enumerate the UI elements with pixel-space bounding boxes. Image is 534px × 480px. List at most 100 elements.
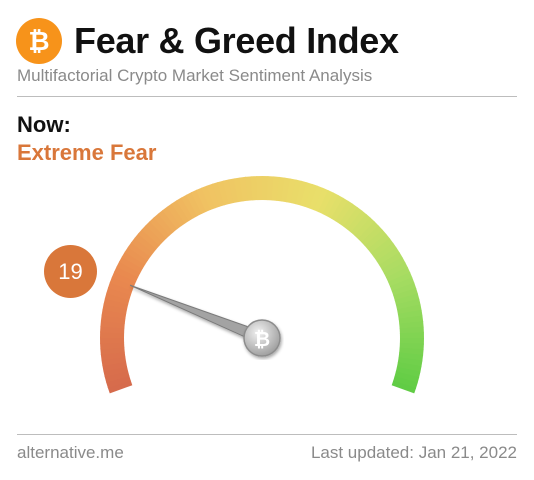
gauge-arc-segment [386, 266, 411, 283]
gauge-arc-segment [162, 206, 182, 230]
bitcoin-icon: ₿ [16, 18, 62, 64]
gauge-arc-segment [176, 197, 194, 221]
gauge-arc-segment [106, 375, 131, 389]
bitcoin-icon: ₿ [254, 327, 270, 351]
gauge-arc-segment [397, 357, 423, 367]
gauge-arc-segment [103, 297, 129, 310]
gauge-arc-segment [396, 304, 422, 315]
page-subtitle: Multifactorial Crypto Market Sentiment A… [17, 66, 373, 85]
gauge-arc-segment [300, 182, 313, 207]
gauge-arc-segment [166, 203, 186, 227]
gauge-arc-segment [396, 361, 422, 373]
gauge-arc-segment [354, 217, 376, 240]
gauge-arc-segment [137, 228, 160, 250]
gauge-arc-segment [196, 187, 211, 212]
gauge-arc-segment [145, 220, 167, 243]
gauge-arc-segment [106, 287, 131, 300]
gauge-arc-segment [393, 376, 418, 389]
gauge-arc-segment [357, 221, 380, 243]
gauge-arc-segment [295, 180, 308, 206]
gauge-arc-segment [394, 371, 420, 384]
gauge-arc-segment [367, 233, 391, 254]
gauge-arc-segment [370, 238, 394, 258]
now-label: Now: [17, 112, 71, 137]
gauge-arc-segment [391, 380, 417, 394]
gauge-arc-segment [309, 185, 324, 211]
gauge-arc-segment [100, 314, 126, 324]
gauge-arc-segment [395, 366, 421, 379]
gauge-arc-segment [276, 176, 286, 202]
gauge-arc-segment [331, 197, 349, 222]
gauge-arc [100, 176, 424, 394]
gauge-arc-segment [346, 210, 367, 233]
gauge-arc-segment [250, 176, 258, 201]
gauge-arc-segment [394, 293, 420, 306]
gauge-arc-segment [211, 182, 225, 207]
gauge-arc-segment [388, 272, 413, 287]
gauge-arc-segment [104, 292, 130, 305]
gauge-arc-segment [100, 331, 125, 338]
gauge-arc-segment [322, 192, 339, 217]
gauge-arc-segment [391, 282, 417, 297]
gauge-arc-segment [398, 352, 424, 362]
gauge-arc-segment [361, 225, 383, 247]
gauge-arc-segment [335, 200, 354, 224]
gauge-arc-segment [118, 256, 143, 274]
gauge-arc-segment [343, 206, 363, 230]
sentiment-status: Extreme Fear [17, 140, 157, 165]
gauge-arc-segment [102, 303, 128, 315]
gauge-arc-segment [109, 276, 135, 291]
gauge-arc-segment [399, 338, 424, 345]
source-label: alternative.me [17, 443, 124, 462]
gauge-arc-segment [399, 332, 424, 339]
gauge-arc-segment [262, 176, 269, 201]
gauge-arc-segment [376, 247, 400, 266]
gauge-arc-segment [103, 365, 129, 378]
gauge-arc-segment [373, 242, 397, 262]
gauge-arc-segment [107, 379, 133, 394]
gauge-arc-segment [217, 180, 230, 206]
gauge-arc-segment [399, 326, 424, 334]
index-value-badge: 19 [44, 245, 97, 298]
gauge-arc-segment [190, 189, 207, 214]
gauge-arc-segment [181, 194, 198, 219]
gauge-arc-segment [383, 261, 408, 279]
gauge-arc-segment [104, 370, 130, 383]
gauge-hub: ₿ [243, 319, 281, 357]
header-divider [17, 96, 517, 97]
gauge-arc-segment [350, 213, 372, 236]
gauge-arc-segment [153, 213, 174, 236]
gauge-arc-segment [228, 178, 239, 204]
gauge-arc-segment [364, 229, 387, 250]
gauge-arc-segment [107, 281, 133, 296]
gauge-arc-segment [141, 224, 164, 246]
gauge-arc-segment [256, 176, 263, 201]
gauge-arc-segment [381, 257, 406, 274]
gauge-arc-segment [100, 337, 125, 344]
gauge-arc-segment [149, 217, 171, 239]
bitcoin-logo-glyph: ₿ [28, 25, 50, 56]
gauge-arc-segment [389, 277, 415, 292]
gauge-arc-segment [114, 266, 139, 282]
footer-divider [17, 434, 517, 435]
gauge-arc-segment [318, 190, 334, 215]
gauge-arc-segment [393, 287, 418, 301]
gauge-arc-segment [245, 176, 254, 201]
gauge-arc-segment [304, 183, 319, 209]
gauge-arc-segment [121, 251, 146, 269]
header: ₿ Fear & Greed Index [16, 18, 399, 64]
gauge-arc-segment [100, 342, 125, 350]
gauge-arc-segment [171, 200, 190, 224]
last-updated: Last updated: Jan 21, 2022 [310, 443, 517, 462]
gauge-arc-segment [185, 192, 203, 217]
gauge-arc-segment [124, 246, 148, 265]
gauge-arc-segment [201, 185, 216, 211]
gauge-arc-segment [395, 298, 421, 311]
page-title: Fear & Greed Index [74, 20, 399, 61]
gauge-arc-segment [326, 194, 344, 219]
gauge-arc-segment [134, 233, 157, 254]
gauge-arc-segment [100, 346, 125, 355]
gauge-arc-segment [313, 187, 329, 213]
